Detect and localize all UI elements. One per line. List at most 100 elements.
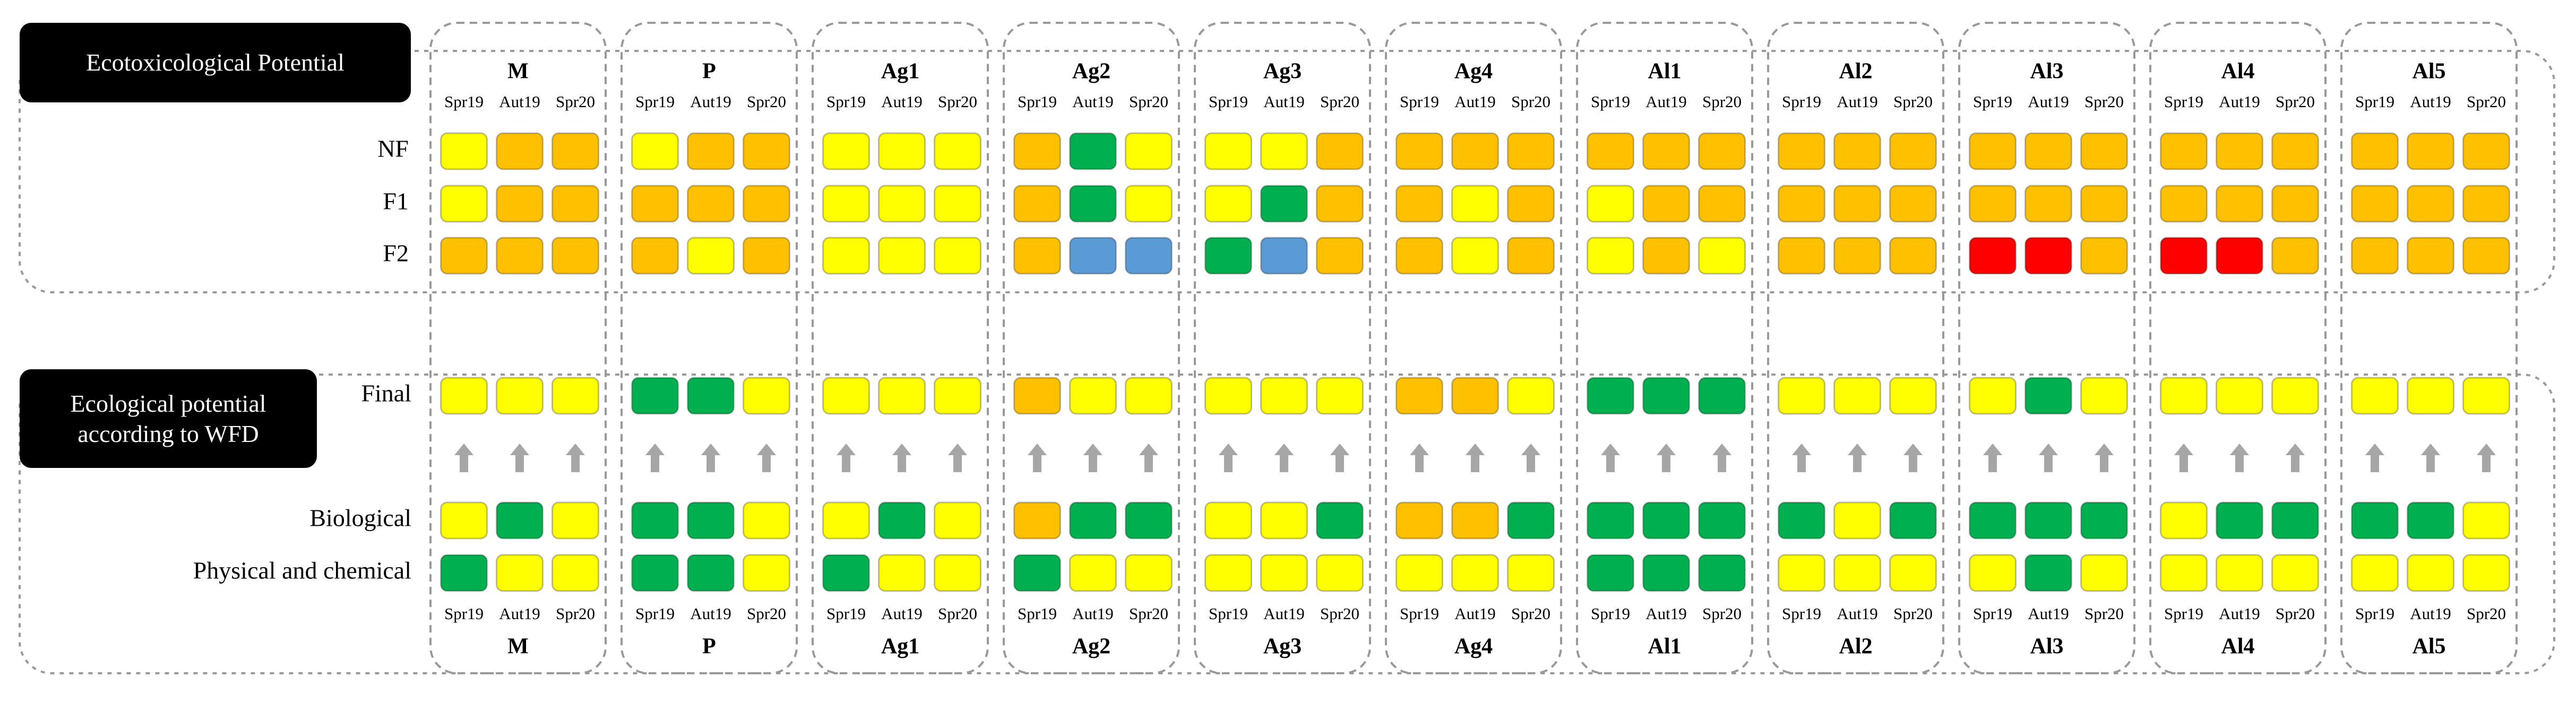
site-name: Al5 xyxy=(2413,635,2446,659)
cell xyxy=(1969,554,2017,592)
row-label: Physical and chemical xyxy=(193,557,411,584)
season-label: Spr20 xyxy=(1129,92,1168,111)
arrow xyxy=(1274,444,1294,472)
cell xyxy=(2080,501,2128,540)
cell xyxy=(822,132,870,170)
cell xyxy=(1013,501,1061,540)
arrow xyxy=(1601,444,1620,472)
cell xyxy=(552,554,599,592)
cell xyxy=(934,237,981,275)
season-label: Spr20 xyxy=(1511,92,1550,111)
season-label: Aut19 xyxy=(2410,604,2451,623)
cell xyxy=(1507,554,1555,592)
cell xyxy=(2024,185,2072,223)
cell xyxy=(2462,185,2510,223)
site-frame xyxy=(1385,22,1562,674)
season-label: Spr20 xyxy=(2467,92,2506,111)
section-frame xyxy=(19,373,2555,674)
cell xyxy=(496,132,544,170)
cell xyxy=(1013,132,1061,170)
cell xyxy=(552,237,599,275)
cell xyxy=(2160,377,2208,415)
site-name: Al1 xyxy=(1648,59,1682,84)
cell xyxy=(552,185,599,223)
cell xyxy=(631,554,679,592)
cell xyxy=(1969,185,2017,223)
cell xyxy=(2351,237,2399,275)
cell xyxy=(1395,237,1443,275)
cell xyxy=(687,501,735,540)
arrow xyxy=(1330,444,1349,472)
season-label: Aut19 xyxy=(1072,92,1114,111)
cell xyxy=(687,237,735,275)
cell xyxy=(631,185,679,223)
cell xyxy=(631,237,679,275)
season-label: Aut19 xyxy=(499,92,540,111)
cell xyxy=(1204,132,1252,170)
cell xyxy=(2080,237,2128,275)
cell xyxy=(1316,237,1364,275)
row-label: Biological xyxy=(309,505,411,532)
site-name: Ag2 xyxy=(1072,59,1110,84)
site-name: Al3 xyxy=(2030,635,2064,659)
cell xyxy=(1069,501,1117,540)
cell xyxy=(1125,132,1173,170)
cell xyxy=(1889,377,1937,415)
season-label: Spr20 xyxy=(938,604,977,623)
cell xyxy=(1833,132,1881,170)
season-label: Spr20 xyxy=(2084,604,2124,623)
cell xyxy=(1013,237,1061,275)
site-name: Ag3 xyxy=(1263,59,1302,84)
cell xyxy=(1833,501,1881,540)
season-label: Spr20 xyxy=(1129,604,1168,623)
cell xyxy=(2271,132,2319,170)
cell xyxy=(1069,377,1117,415)
cell xyxy=(1069,554,1117,592)
cell xyxy=(1507,185,1555,223)
cell xyxy=(1125,237,1173,275)
cell xyxy=(2160,132,2208,170)
site-name: Ag1 xyxy=(881,59,919,84)
cell xyxy=(1451,501,1499,540)
season-label: Spr19 xyxy=(1400,604,1439,623)
cell xyxy=(496,377,544,415)
cell xyxy=(934,185,981,223)
cell xyxy=(1013,377,1061,415)
arrow xyxy=(566,444,585,472)
season-label: Aut19 xyxy=(1837,604,1878,623)
cell xyxy=(1642,237,1690,275)
site-frame xyxy=(429,22,607,674)
site-name: P xyxy=(702,59,716,84)
arrow xyxy=(1848,444,1867,472)
season-label: Spr19 xyxy=(635,92,675,111)
season-label: Spr19 xyxy=(1973,92,2012,111)
cell xyxy=(878,501,926,540)
cell xyxy=(743,185,790,223)
cell xyxy=(1698,554,1746,592)
cell xyxy=(1698,185,1746,223)
arrow xyxy=(2230,444,2249,472)
cell xyxy=(1316,554,1364,592)
arrow xyxy=(1083,444,1102,472)
cell xyxy=(1587,554,1634,592)
site-frame xyxy=(2149,22,2327,674)
cell xyxy=(1587,501,1634,540)
cell xyxy=(2216,501,2263,540)
cell xyxy=(1395,185,1443,223)
cell xyxy=(1778,132,1825,170)
cell xyxy=(1069,237,1117,275)
season-label: Aut19 xyxy=(1454,604,1496,623)
season-label: Spr20 xyxy=(938,92,977,111)
season-label: Aut19 xyxy=(2219,604,2260,623)
season-label: Spr19 xyxy=(826,92,866,111)
site-frame xyxy=(2340,22,2518,674)
cell xyxy=(822,185,870,223)
cell xyxy=(440,185,488,223)
season-label: Spr19 xyxy=(1973,604,2012,623)
season-label: Spr19 xyxy=(1782,92,1821,111)
cell xyxy=(1698,237,1746,275)
cell xyxy=(1698,501,1746,540)
season-label: Spr19 xyxy=(1018,604,1057,623)
cell xyxy=(2271,501,2319,540)
